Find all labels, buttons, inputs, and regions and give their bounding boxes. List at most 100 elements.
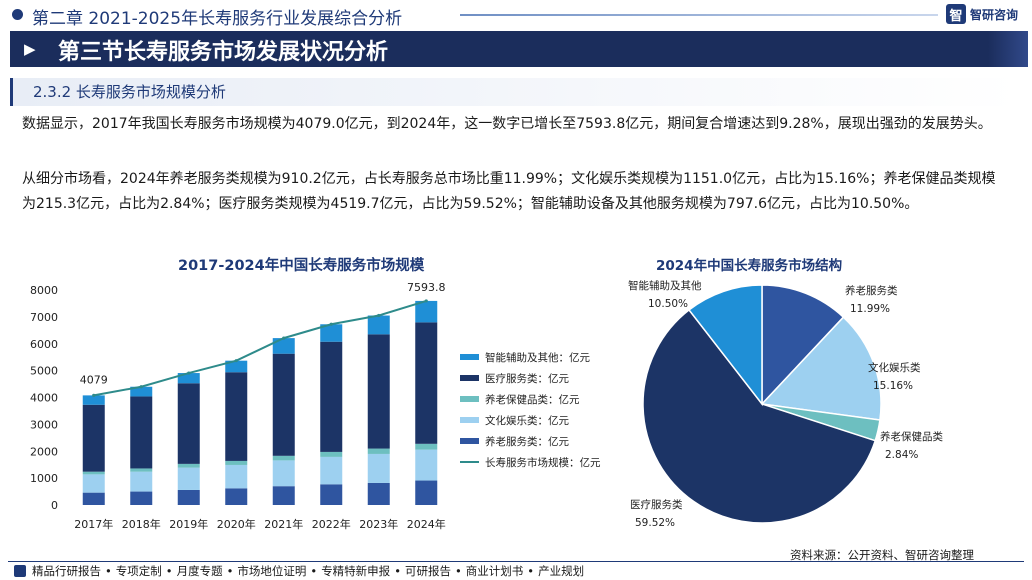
y-tick-label: 4000 [30, 392, 58, 405]
bar-segment [130, 471, 153, 492]
header-divider [460, 14, 938, 16]
pie-label-value: 11.99% [850, 303, 890, 315]
legend-swatch [460, 354, 479, 360]
bar-segment [225, 360, 248, 373]
bar-segment [272, 486, 295, 505]
bar-segment [367, 453, 390, 483]
x-tick-label: 2023年 [359, 517, 398, 531]
bar-segment [272, 460, 295, 487]
pie-chart-title: 2024年中国长寿服务市场结构 [656, 258, 843, 274]
footer-link[interactable]: 专精特新申报 [321, 564, 391, 578]
source-note: 资料来源：公开资料、智研咨询整理 [790, 548, 974, 562]
legend-label: 医疗服务类：亿元 [485, 372, 569, 385]
footer-link[interactable]: 产业规划 [538, 564, 585, 578]
x-tick-label: 2020年 [217, 517, 256, 531]
brand-name: 智研咨询 [970, 7, 1019, 22]
y-tick-label: 1000 [30, 472, 58, 485]
pie-label-value: 15.16% [873, 380, 913, 392]
footer-link[interactable]: 商业计划书 [465, 564, 524, 578]
brand[interactable]: 智 智研咨询 [946, 4, 1018, 24]
bar-segment [177, 489, 200, 505]
bar-segment [415, 322, 438, 444]
pie-slice [642, 308, 877, 524]
bar-segment [225, 372, 248, 461]
legend-label: 养老服务类：亿元 [485, 435, 569, 448]
separator-dot: • [527, 564, 535, 578]
pie-label-name: 养老保健品类 [880, 430, 943, 443]
footer-link[interactable]: 精品行研报告 [32, 564, 101, 578]
bar-segment [367, 315, 390, 335]
pie-slice [688, 284, 763, 407]
pie-label-value: 2.84% [885, 449, 918, 461]
chapter-title: 第二章 2021-2025年长寿服务行业发展综合分析 [32, 9, 403, 29]
pie-label-value: 59.52% [635, 517, 675, 529]
paragraph-segments: 从细分市场看，2024年养老服务类规模为910.2亿元，占长寿服务总市场比重11… [22, 171, 996, 212]
bar-segment [177, 467, 200, 490]
footer: 精品行研报告 • 专项定制 • 月度专题 • 市场地位证明 • 专精特新申报 • 可研报告 • 商业计划… [0, 560, 1032, 580]
y-tick-label: 6000 [30, 338, 58, 351]
subsection-title: 2.3.2 长寿服务市场规模分析 [33, 83, 226, 101]
pie-chart: 养老服务类 11.99% 文化娱乐类 15.16% 养老保健品类 2.84% 医疗服务类 59… [628, 279, 943, 529]
y-tick-label: 2000 [30, 445, 58, 458]
bar-segment [272, 455, 295, 461]
footer-link[interactable]: 市场地位证明 [237, 564, 307, 578]
x-tick-label: 2018年 [122, 517, 161, 531]
bar-segment [225, 464, 248, 489]
line-point [424, 299, 428, 303]
data-label-first: 4079 [80, 373, 108, 386]
bar-segment [130, 468, 153, 472]
line-point [187, 371, 191, 375]
bar-segment [320, 456, 343, 485]
footer-link[interactable]: 专项定制 [115, 564, 162, 578]
bar-segment [320, 451, 343, 457]
bar-chart-title: 2017-2024年中国长寿服务市场规模 [178, 258, 425, 274]
separator-dot: • [226, 564, 234, 578]
total-line [93, 299, 427, 397]
footer-link[interactable]: 可研报告 [404, 564, 451, 578]
separator-dot: • [105, 564, 112, 578]
legend-swatch [460, 438, 479, 444]
bar-segment [225, 460, 248, 465]
separator-dot: • [165, 564, 173, 578]
bar-segment [177, 463, 200, 468]
bar-segment [415, 480, 438, 505]
footer-link[interactable]: 月度专题 [176, 564, 223, 578]
pie-label-name: 文化娱乐类 [868, 361, 921, 374]
bar-segment [82, 395, 105, 405]
y-tick-label: 7000 [30, 311, 58, 324]
banner-tail [988, 31, 1028, 67]
bar-segment [320, 484, 343, 505]
bar-segment [177, 383, 200, 464]
pie-slice [761, 284, 845, 406]
pie-label-name: 医疗服务类 [630, 498, 683, 511]
separator-dot: • [394, 564, 401, 578]
bar-segment [415, 300, 438, 323]
legend-swatch [460, 375, 479, 381]
data-label-last: 7593.8 [407, 281, 446, 294]
y-tick-label: 8000 [30, 284, 58, 297]
bar-segment [82, 492, 105, 505]
banner-title: 第三节长寿服务市场发展状况分析 [58, 40, 389, 65]
bar-segment [130, 386, 153, 397]
line-point [139, 385, 143, 389]
section-banner: ▶ 第三节长寿服务市场发展状况分析 [10, 31, 1028, 67]
legend-swatch [460, 417, 479, 423]
line-point [329, 322, 333, 326]
footer-links: 精品行研报告 • 专项定制 • 月度专题 • 市场地位证明 • 专精特新申报 • 可研报告 • 商业计划… [14, 563, 584, 579]
x-tick-label: 2022年 [312, 517, 351, 531]
subsection-bar: 2.3.2 长寿服务市场规模分析 [10, 78, 1020, 106]
line-point [92, 393, 96, 397]
chevrons-icon: ▶ [24, 40, 36, 58]
legend-swatch [460, 396, 479, 402]
legend-label: 智能辅助及其他：亿元 [485, 351, 590, 364]
pie-slice [760, 316, 882, 421]
separator-dot: • [310, 564, 318, 578]
y-tick-label: 5000 [30, 365, 58, 378]
line-point [377, 313, 381, 318]
bar-segment [272, 353, 295, 456]
legend-label: 养老保健品类：亿元 [485, 393, 580, 406]
paragraph-overview: 数据显示，2017年我国长寿服务市场规模为4079.0亿元，到2024年，这一数… [22, 116, 992, 132]
bar-segment [272, 338, 295, 354]
bar-segment [320, 324, 343, 342]
x-tick-label: 2019年 [169, 517, 208, 531]
